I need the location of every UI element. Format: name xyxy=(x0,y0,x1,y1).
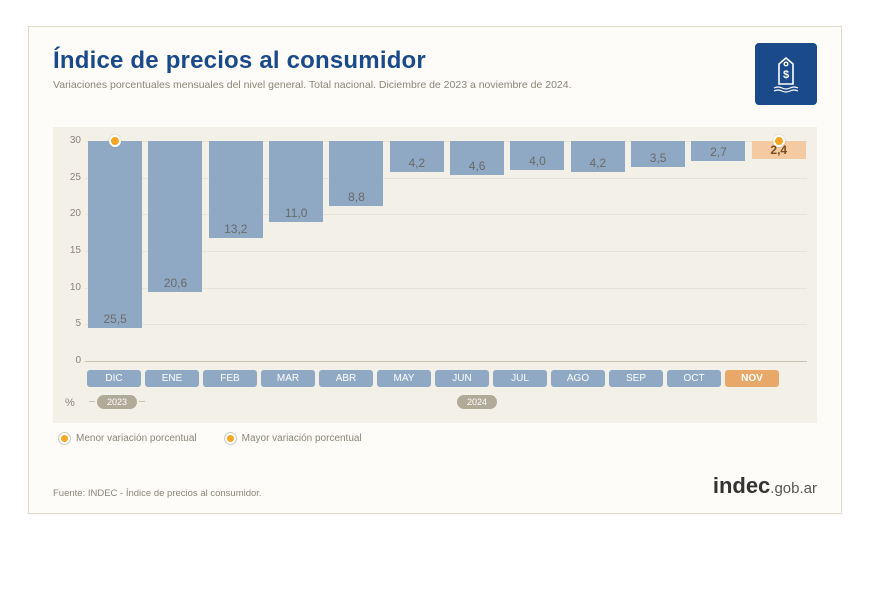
svg-text:$: $ xyxy=(783,69,789,81)
bar: 2,7 xyxy=(691,141,745,161)
bar-value: 20,6 xyxy=(148,276,202,290)
bar-value: 11,0 xyxy=(269,206,323,220)
y-tick-label: 30 xyxy=(57,135,81,146)
bar: 25,5 xyxy=(88,141,142,328)
y-tick-label: 20 xyxy=(57,208,81,219)
bar: 4,6 xyxy=(450,141,504,175)
max-marker xyxy=(109,135,121,147)
chart-subtitle: Variaciones porcentuales mensuales del n… xyxy=(53,79,572,91)
x-tick-label: AGO xyxy=(551,370,605,387)
x-tick-label: MAY xyxy=(377,370,431,387)
bar: 2,4 xyxy=(752,141,806,159)
brand-bold: indec xyxy=(713,473,770,498)
bar-column: 4,6 xyxy=(449,141,505,361)
y-tick-label: 25 xyxy=(57,172,81,183)
bar-value: 3,5 xyxy=(631,151,685,165)
x-tick-label: ABR xyxy=(319,370,373,387)
legend-max-label: Mayor variación porcentual xyxy=(242,433,362,444)
x-tick-label: OCT xyxy=(667,370,721,387)
bar-column: 4,0 xyxy=(509,141,565,361)
legend-dot-icon xyxy=(59,433,70,444)
bar-column: 4,2 xyxy=(389,141,445,361)
legend-min: Menor variación porcentual xyxy=(59,433,197,444)
bar: 8,8 xyxy=(329,141,383,206)
y-tick-label: 15 xyxy=(57,245,81,256)
bar: 4,2 xyxy=(571,141,625,172)
bar: 13,2 xyxy=(209,141,263,238)
year-bar: 2023 2024 xyxy=(87,393,807,411)
x-tick-label: JUL xyxy=(493,370,547,387)
price-tag-icon: $ xyxy=(766,54,806,94)
year-label: 2024 xyxy=(457,395,497,409)
min-marker xyxy=(773,135,785,147)
bar-column: 4,2 xyxy=(570,141,626,361)
price-tag-badge: $ xyxy=(755,43,817,105)
gridline xyxy=(85,361,807,362)
percent-symbol: % xyxy=(65,397,75,409)
bar-column: 20,6 xyxy=(147,141,203,361)
year-segment: 2024 xyxy=(147,393,807,411)
bar: 20,6 xyxy=(148,141,202,292)
legend: Menor variación porcentual Mayor variaci… xyxy=(53,433,817,444)
bar-value: 4,2 xyxy=(390,156,444,170)
bar-value: 25,5 xyxy=(88,312,142,326)
bar-column: 8,8 xyxy=(328,141,384,361)
bar-column: 13,2 xyxy=(208,141,264,361)
x-tick-label: FEB xyxy=(203,370,257,387)
x-tick-label: DIC xyxy=(87,370,141,387)
legend-dot-icon xyxy=(225,433,236,444)
x-tick-label: JUN xyxy=(435,370,489,387)
bar-column: 11,0 xyxy=(268,141,324,361)
brand-logo: indec.gob.ar xyxy=(713,473,817,499)
x-tick-label: ENE xyxy=(145,370,199,387)
header: Índice de precios al consumidor Variacio… xyxy=(53,47,817,109)
bar-value: 4,6 xyxy=(450,159,504,173)
bar: 4,0 xyxy=(510,141,564,170)
bar-column: 2,4 xyxy=(751,141,807,361)
titles: Índice de precios al consumidor Variacio… xyxy=(53,47,572,91)
x-tick-label: MAR xyxy=(261,370,315,387)
y-tick-label: 10 xyxy=(57,282,81,293)
bar: 4,2 xyxy=(390,141,444,172)
x-tick-label: SEP xyxy=(609,370,663,387)
legend-min-label: Menor variación porcentual xyxy=(76,433,197,444)
y-tick-label: 5 xyxy=(57,318,81,329)
x-tick-label: NOV xyxy=(725,370,779,387)
x-axis: DICENEFEBMARABRMAYJUNJULAGOSEPOCTNOV xyxy=(87,370,807,387)
plot-area: 25,5 20,6 13,2 11,0 8,8 4,2 4,6 4,0 4,2 3,5 2,7 2,4 xyxy=(87,141,807,361)
bar: 11,0 xyxy=(269,141,323,222)
brand-rest: .gob.ar xyxy=(770,480,817,497)
bar-column: 3,5 xyxy=(630,141,686,361)
chart-area: 0 5 10 15 20 25 30 25,5 20,6 13,2 11,0 8,8 4,2 4,6 4,… xyxy=(53,127,817,423)
chart-card: Índice de precios al consumidor Variacio… xyxy=(28,26,842,514)
year-segment: 2023 xyxy=(87,393,147,411)
year-label: 2023 xyxy=(97,395,137,409)
bar-value: 2,7 xyxy=(691,145,745,159)
bar-value: 13,2 xyxy=(209,222,263,236)
bar-value: 4,2 xyxy=(571,156,625,170)
footer: Fuente: INDEC - Índice de precios al con… xyxy=(53,473,817,499)
bar-column: 25,5 xyxy=(87,141,143,361)
legend-max: Mayor variación porcentual xyxy=(225,433,362,444)
bar: 3,5 xyxy=(631,141,685,167)
bar-value: 4,0 xyxy=(510,154,564,168)
bar-value: 8,8 xyxy=(329,190,383,204)
source-text: Fuente: INDEC - Índice de precios al con… xyxy=(53,488,262,499)
chart-title: Índice de precios al consumidor xyxy=(53,47,572,75)
y-tick-label: 0 xyxy=(57,355,81,366)
bar-column: 2,7 xyxy=(690,141,746,361)
